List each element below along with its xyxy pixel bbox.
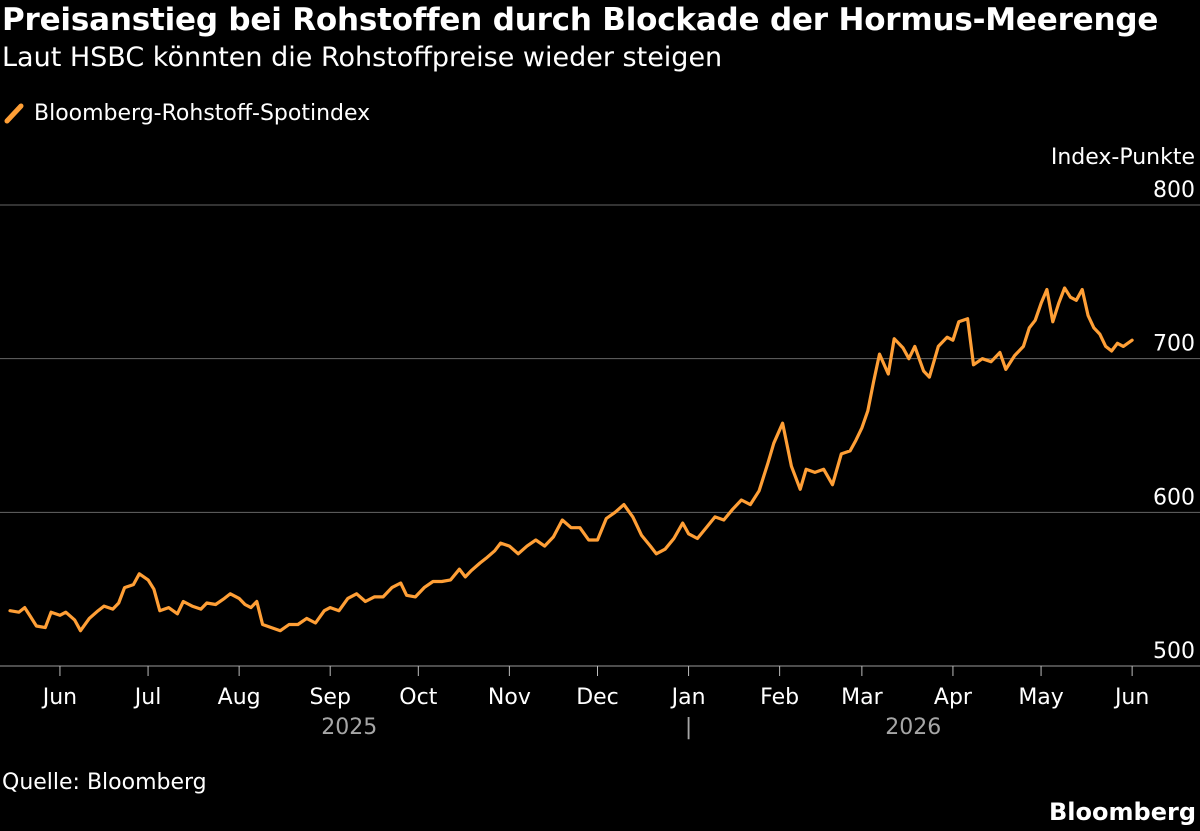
x-tick-label-mar-9: Mar [841, 685, 883, 710]
y-tick-label-800: 800 [1153, 178, 1195, 203]
chart-subtitle: Laut HSBC könnten die Rohstoffpreise wie… [2, 42, 723, 73]
legend: Bloomberg-Rohstoff-Spotindex [4, 100, 370, 126]
x-tick-label-jul-1: Jul [133, 685, 162, 710]
brand-logo: Bloomberg [1049, 798, 1196, 826]
x-tick-label-aug-2: Aug [218, 685, 261, 710]
y-tick-label-600: 600 [1153, 485, 1195, 510]
legend-series-label: Bloomberg-Rohstoff-Spotindex [34, 100, 371, 126]
x-tick-label-jun-0: Jun [41, 685, 77, 710]
x-tick-label-may-11: May [1018, 685, 1063, 710]
y-axis-label: Index-Punkte [1051, 145, 1195, 170]
source-note: Quelle: Bloomberg [2, 770, 207, 795]
year-divider: | [685, 715, 692, 740]
y-tick-label-500: 500 [1153, 639, 1195, 664]
y-tick-label-700: 700 [1153, 332, 1195, 357]
x-tick-label-apr-10: Apr [934, 685, 973, 710]
x-tick-label-nov-5: Nov [488, 685, 531, 710]
year-label-2025: 2025 [321, 715, 377, 740]
year-label-2026: 2026 [885, 715, 941, 740]
x-tick-label-feb-8: Feb [760, 685, 799, 710]
chart-title: Preisanstieg bei Rohstoffen durch Blocka… [2, 2, 1159, 38]
x-tick-label-jun-12: Jun [1113, 685, 1149, 710]
x-tick-label-sep-3: Sep [309, 685, 350, 710]
x-tick-label-oct-4: Oct [399, 685, 437, 710]
legend-line-swatch-icon [4, 103, 24, 124]
x-tick-label-jan-7: Jan [670, 685, 706, 710]
x-tick-label-dec-6: Dec [576, 685, 619, 710]
series-line-0 [8, 286, 1134, 633]
